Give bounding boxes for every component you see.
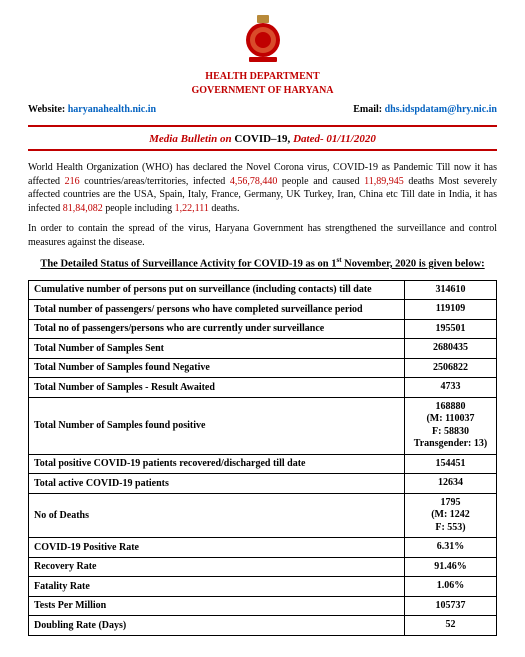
section-heading: The Detailed Status of Surveillance Acti… bbox=[28, 256, 497, 270]
govt-name: GOVERNMENT OF HARYANA bbox=[28, 85, 497, 96]
row-value: 2680435 bbox=[405, 339, 497, 359]
p1-t5: people including bbox=[103, 203, 175, 214]
row-value: 1795(M: 1242F: 553) bbox=[405, 493, 497, 538]
row-label: No of Deaths bbox=[29, 493, 405, 538]
row-value: 195501 bbox=[405, 319, 497, 339]
row-value: 91.46% bbox=[405, 557, 497, 577]
bulletin-prefix: Media Bulletin on bbox=[149, 133, 234, 145]
row-value: 119109 bbox=[405, 300, 497, 320]
row-value: 2506822 bbox=[405, 358, 497, 378]
table-row: Recovery Rate91.46% bbox=[29, 557, 497, 577]
sh-t2: November, 2020 is given below: bbox=[342, 259, 485, 270]
website-link[interactable]: haryanahealth.nic.in bbox=[68, 104, 156, 115]
table-row: Total Number of Samples found positive16… bbox=[29, 397, 497, 454]
p1-n1: 216 bbox=[65, 176, 80, 187]
p1-n5: 1,22,111 bbox=[175, 203, 209, 214]
govt-emblem-icon bbox=[239, 14, 287, 64]
table-row: Total active COVID-19 patients12634 bbox=[29, 474, 497, 494]
bulletin-title: Media Bulletin on COVID–19, Dated- 01/11… bbox=[28, 133, 497, 145]
table-row: Total Number of Samples - Result Awaited… bbox=[29, 378, 497, 398]
table-row: Total no of passengers/persons who are c… bbox=[29, 319, 497, 339]
table-row: Cumulative number of persons put on surv… bbox=[29, 280, 497, 300]
emblem-block bbox=[28, 14, 497, 67]
row-label: Total Number of Samples Sent bbox=[29, 339, 405, 359]
p1-t3: people and caused bbox=[277, 176, 364, 187]
row-value: 1.06% bbox=[405, 577, 497, 597]
email-block: Email: dhs.idspdatam@hry.nic.in bbox=[353, 104, 497, 115]
row-value: 52 bbox=[405, 616, 497, 636]
table-row: Total Number of Samples found Negative25… bbox=[29, 358, 497, 378]
table-row: Tests Per Million105737 bbox=[29, 596, 497, 616]
row-label: Tests Per Million bbox=[29, 596, 405, 616]
row-label: Total active COVID-19 patients bbox=[29, 474, 405, 494]
page: HEALTH DEPARTMENT GOVERNMENT OF HARYANA … bbox=[0, 0, 525, 656]
table-row: Doubling Rate (Days)52 bbox=[29, 616, 497, 636]
row-value: 105737 bbox=[405, 596, 497, 616]
bulletin-date: Dated- 01/11/2020 bbox=[293, 133, 376, 145]
row-label: Total Number of Samples - Result Awaited bbox=[29, 378, 405, 398]
email-link[interactable]: dhs.idspdatam@hry.nic.in bbox=[385, 104, 497, 115]
row-value: 4733 bbox=[405, 378, 497, 398]
row-label: Total Number of Samples found positive bbox=[29, 397, 405, 454]
paragraph-1: World Health Organization (WHO) has decl… bbox=[28, 161, 497, 215]
row-value: 168880(M: 110037F: 58830Transgender: 13) bbox=[405, 397, 497, 454]
p1-t6: deaths. bbox=[209, 203, 240, 214]
row-label: Total number of passengers/ persons who … bbox=[29, 300, 405, 320]
p1-n4: 81,84,082 bbox=[63, 203, 103, 214]
status-table: Cumulative number of persons put on surv… bbox=[28, 280, 497, 636]
table-row: Total positive COVID-19 patients recover… bbox=[29, 454, 497, 474]
paragraph-2: In order to contain the spread of the vi… bbox=[28, 222, 497, 249]
website-label: Website: bbox=[28, 104, 68, 115]
dept-name: HEALTH DEPARTMENT bbox=[28, 71, 497, 82]
row-label: Doubling Rate (Days) bbox=[29, 616, 405, 636]
row-label: Recovery Rate bbox=[29, 557, 405, 577]
row-label: COVID-19 Positive Rate bbox=[29, 538, 405, 558]
table-row: No of Deaths1795(M: 1242F: 553) bbox=[29, 493, 497, 538]
website-block: Website: haryanahealth.nic.in bbox=[28, 104, 156, 115]
divider-top bbox=[28, 125, 497, 127]
email-label: Email: bbox=[353, 104, 384, 115]
p1-n3: 11,89,945 bbox=[364, 176, 404, 187]
row-value: 6.31% bbox=[405, 538, 497, 558]
p1-t2: countries/areas/territories, infected bbox=[80, 176, 230, 187]
table-row: Total number of passengers/ persons who … bbox=[29, 300, 497, 320]
table-row: Total Number of Samples Sent2680435 bbox=[29, 339, 497, 359]
row-value: 154451 bbox=[405, 454, 497, 474]
table-row: COVID-19 Positive Rate6.31% bbox=[29, 538, 497, 558]
row-value: 314610 bbox=[405, 280, 497, 300]
divider-bottom bbox=[28, 149, 497, 151]
row-label: Cumulative number of persons put on surv… bbox=[29, 280, 405, 300]
row-value: 12634 bbox=[405, 474, 497, 494]
row-label: Total no of passengers/persons who are c… bbox=[29, 319, 405, 339]
row-label: Total Number of Samples found Negative bbox=[29, 358, 405, 378]
table-row: Fatality Rate1.06% bbox=[29, 577, 497, 597]
contact-row: Website: haryanahealth.nic.in Email: dhs… bbox=[28, 104, 497, 115]
row-label: Fatality Rate bbox=[29, 577, 405, 597]
p1-n2: 4,56,78,440 bbox=[230, 176, 278, 187]
row-label: Total positive COVID-19 patients recover… bbox=[29, 454, 405, 474]
bulletin-mid: COVID–19, bbox=[234, 133, 293, 145]
sh-t1: The Detailed Status of Surveillance Acti… bbox=[40, 259, 336, 270]
